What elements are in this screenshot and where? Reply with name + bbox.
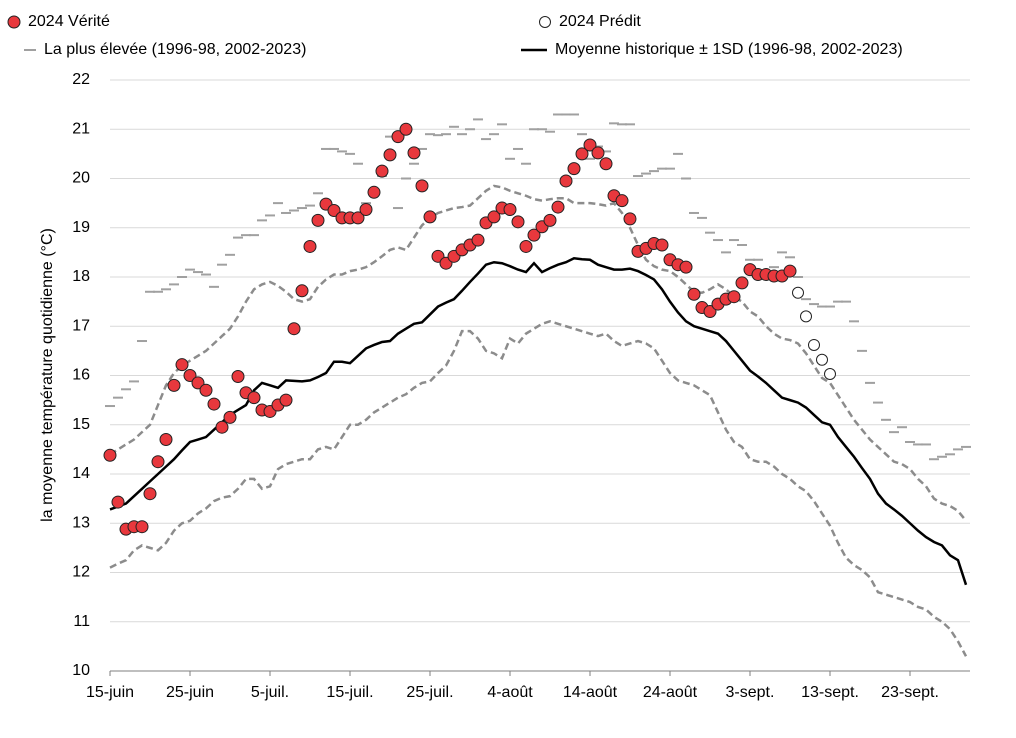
legend-label: 2024 Prédit bbox=[559, 13, 641, 30]
y-tick-label: 11 bbox=[73, 613, 90, 630]
observed-point bbox=[543, 213, 557, 227]
observed-point bbox=[191, 376, 205, 390]
y-tick-label: 12 bbox=[72, 564, 90, 581]
observed-point bbox=[423, 210, 437, 224]
x-tick-label: 14-août bbox=[563, 684, 618, 701]
observed-point bbox=[655, 238, 669, 252]
observed-point bbox=[527, 228, 541, 242]
observed-point bbox=[591, 146, 605, 160]
y-tick-label: 14 bbox=[72, 465, 90, 482]
x-tick-label: 5-juil. bbox=[251, 684, 289, 701]
observed-point bbox=[623, 212, 637, 226]
observed-point bbox=[375, 164, 389, 178]
x-tick-label: 23-sept. bbox=[881, 684, 939, 701]
observed-point bbox=[295, 284, 309, 298]
observed-point bbox=[159, 433, 173, 447]
sd-line bbox=[109, 184, 967, 522]
x-tick-label: 4-août bbox=[487, 684, 533, 701]
observed-point bbox=[287, 322, 301, 336]
observed-point bbox=[135, 520, 149, 534]
observed-point bbox=[383, 148, 397, 162]
observed-point bbox=[407, 146, 421, 160]
observed-point bbox=[311, 213, 325, 227]
observed-point bbox=[399, 122, 413, 136]
y-axis-label: la moyenne température quotidienne (°C) bbox=[39, 228, 56, 522]
observed-point bbox=[703, 304, 717, 318]
x-tick-label: 25-juin bbox=[166, 684, 214, 701]
x-tick-label: 24-août bbox=[643, 684, 698, 701]
observed-point bbox=[367, 185, 381, 199]
observed-point bbox=[487, 210, 501, 224]
y-tick-label: 15 bbox=[72, 416, 90, 433]
predicted-point bbox=[816, 353, 828, 366]
x-tick-label: 15-juil. bbox=[326, 684, 373, 701]
sd-line bbox=[109, 320, 968, 657]
legend-label: La plus élevée (1996-98, 2002-2023) bbox=[44, 41, 306, 58]
observed-point bbox=[247, 391, 261, 405]
observed-point bbox=[303, 239, 317, 253]
observed-point bbox=[351, 211, 365, 225]
observed-point bbox=[215, 420, 229, 434]
legend-symbol bbox=[7, 15, 21, 29]
legend-label: 2024 Vérité bbox=[28, 13, 110, 30]
mean-line bbox=[109, 256, 968, 586]
legend-label: Moyenne historique ± 1SD (1996-98, 2002-… bbox=[555, 41, 903, 58]
y-tick-label: 16 bbox=[72, 367, 90, 384]
x-tick-label: 3-sept. bbox=[726, 684, 775, 701]
observed-point bbox=[559, 174, 573, 188]
y-tick-label: 21 bbox=[72, 120, 90, 137]
observed-point bbox=[175, 358, 189, 372]
observed-point bbox=[167, 378, 181, 392]
legend-symbol bbox=[539, 16, 551, 28]
observed-point bbox=[783, 264, 797, 278]
observed-point bbox=[279, 393, 293, 407]
observed-point bbox=[679, 260, 693, 274]
y-tick-label: 10 bbox=[72, 662, 90, 679]
y-tick-label: 13 bbox=[72, 514, 90, 531]
y-tick-label: 22 bbox=[72, 71, 90, 88]
observed-point bbox=[223, 410, 237, 424]
y-tick-label: 20 bbox=[72, 170, 90, 187]
observed-point bbox=[103, 448, 117, 462]
observed-point bbox=[471, 233, 485, 247]
observed-point bbox=[735, 276, 749, 290]
x-tick-label: 25-juil. bbox=[406, 684, 453, 701]
observed-point bbox=[583, 138, 597, 152]
observed-point bbox=[199, 383, 213, 397]
observed-point bbox=[727, 290, 741, 304]
observed-point bbox=[231, 369, 245, 383]
observed-point bbox=[551, 200, 565, 214]
observed-point bbox=[391, 130, 405, 144]
observed-point bbox=[511, 215, 525, 229]
y-tick-label: 18 bbox=[72, 268, 90, 285]
x-tick-label: 13-sept. bbox=[801, 684, 859, 701]
observed-point bbox=[687, 287, 701, 301]
y-tick-label: 17 bbox=[72, 317, 90, 334]
observed-point bbox=[143, 487, 157, 501]
observed-point bbox=[519, 239, 533, 253]
observed-point bbox=[503, 203, 517, 217]
predicted-point bbox=[800, 310, 812, 323]
observed-point bbox=[575, 147, 589, 161]
x-tick-label: 15-juin bbox=[86, 684, 134, 701]
observed-point bbox=[327, 204, 341, 218]
observed-point bbox=[359, 203, 373, 217]
observed-point bbox=[567, 162, 581, 176]
observed-point bbox=[183, 369, 197, 382]
observed-point bbox=[415, 179, 429, 193]
observed-point bbox=[111, 495, 125, 509]
predicted-point bbox=[792, 286, 804, 299]
observed-point bbox=[615, 194, 629, 208]
observed-point bbox=[207, 397, 221, 411]
predicted-point bbox=[808, 338, 820, 351]
observed-point bbox=[599, 157, 613, 171]
y-tick-label: 19 bbox=[72, 219, 90, 236]
observed-point bbox=[151, 455, 165, 469]
predicted-point bbox=[824, 368, 836, 381]
